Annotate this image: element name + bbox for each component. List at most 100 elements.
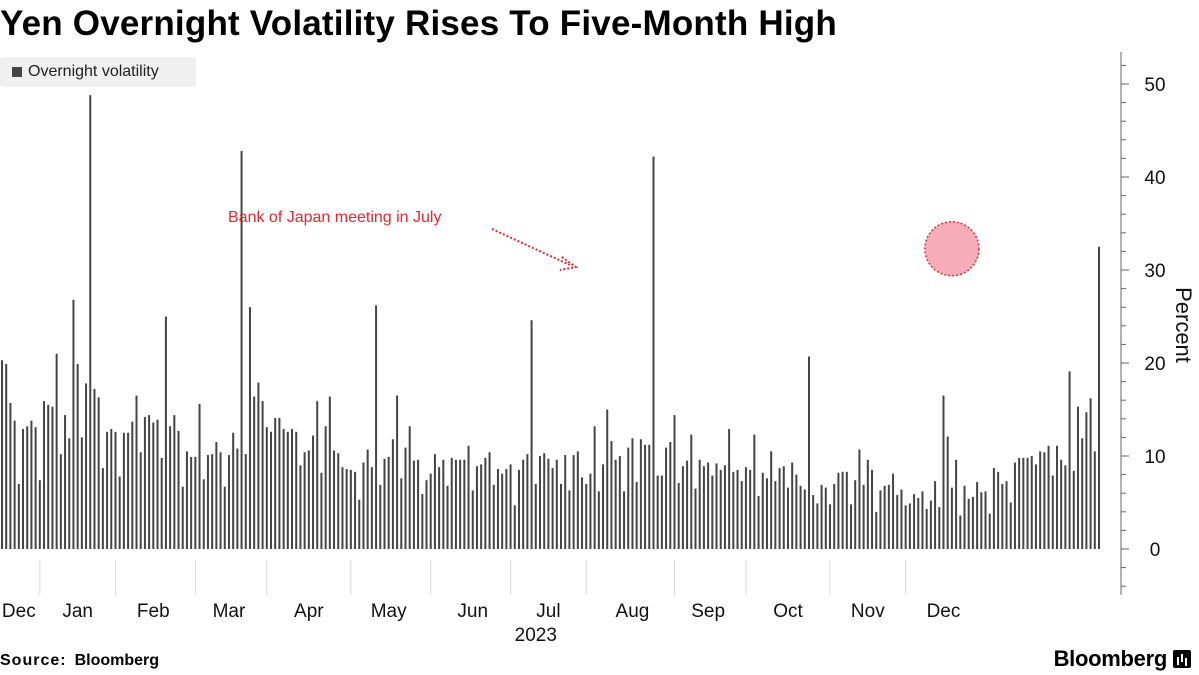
bar (850, 504, 853, 549)
bar (967, 498, 970, 549)
bar (959, 515, 962, 549)
bar (278, 417, 281, 549)
bar (602, 464, 605, 549)
bar (694, 488, 697, 549)
bar (812, 495, 815, 549)
bar (732, 471, 735, 549)
bar (59, 454, 62, 549)
bar (547, 458, 550, 549)
bar (253, 396, 256, 549)
bar (496, 469, 499, 549)
bar (572, 455, 575, 549)
bar (303, 452, 306, 549)
y-axis-label: Percent (1171, 287, 1196, 363)
bar (526, 454, 529, 549)
bar (522, 459, 525, 549)
bar (723, 465, 726, 549)
y-tick-label: 0 (1150, 540, 1161, 561)
bar (425, 480, 428, 549)
bar (585, 483, 588, 549)
bar (450, 457, 453, 549)
bar (337, 453, 340, 549)
bar (358, 499, 361, 549)
bar (610, 441, 613, 549)
bar (627, 447, 630, 549)
bar (921, 491, 924, 549)
bar (656, 475, 659, 549)
bar (803, 489, 806, 549)
bar (719, 469, 722, 549)
bar (715, 463, 718, 549)
bar (938, 507, 941, 549)
bar (686, 460, 689, 549)
bar (190, 456, 193, 549)
annotation-text: Bank of Japan meeting in July (228, 209, 441, 226)
x-tick-label: May (371, 601, 407, 622)
bar (1068, 371, 1071, 549)
bar (1005, 481, 1008, 549)
bar (261, 401, 264, 549)
x-tick-label: Dec (2, 601, 36, 622)
bar (1076, 406, 1079, 549)
bar (904, 505, 907, 549)
bar (1001, 483, 1004, 549)
bar (505, 469, 508, 549)
bar (328, 396, 331, 549)
bar (757, 495, 760, 549)
bar (110, 429, 113, 549)
bar (55, 353, 58, 549)
bar (47, 404, 50, 549)
brand-text: Bloomberg (1053, 646, 1168, 671)
bar (227, 455, 230, 549)
highlight-circle (924, 221, 980, 277)
x-tick-label: Jun (457, 601, 488, 622)
bar (101, 468, 104, 549)
bar (307, 450, 310, 549)
bar (744, 467, 747, 549)
bar (1064, 465, 1067, 549)
bar (711, 475, 714, 549)
bar (1089, 398, 1092, 549)
bar (988, 513, 991, 549)
x-tick-label: Aug (616, 601, 650, 622)
bar (484, 457, 487, 549)
bar (13, 420, 16, 549)
bar (753, 434, 756, 549)
bar (333, 450, 336, 549)
bar (299, 465, 302, 549)
bar (30, 420, 33, 549)
bar (85, 383, 88, 549)
bar (467, 445, 470, 549)
bar (152, 422, 155, 549)
bar (740, 481, 743, 549)
bar (471, 490, 474, 549)
bar (795, 474, 798, 549)
source-note: Source: Bloomberg (0, 652, 159, 670)
bar (442, 459, 445, 549)
x-tick-label: Feb (137, 601, 170, 622)
bar (791, 462, 794, 549)
bar (761, 472, 764, 549)
bar (606, 409, 609, 549)
bar (698, 459, 701, 549)
bar (816, 503, 819, 549)
bar (421, 494, 424, 549)
bar (774, 481, 777, 549)
bar (215, 442, 218, 549)
bar (1085, 412, 1088, 549)
bar (316, 401, 319, 549)
bar (362, 462, 365, 549)
bar (807, 356, 810, 549)
bar (1093, 451, 1096, 549)
bar (232, 432, 235, 549)
bar (312, 435, 315, 549)
bar (618, 456, 621, 549)
bar (665, 447, 668, 549)
bar (265, 427, 268, 549)
bar (488, 452, 491, 549)
bar (160, 457, 163, 549)
x-axis: Dec Jan Feb Mar Apr May Jun Jul Aug Sep Oct Nov Dec 2… (2, 560, 960, 646)
source-value: Bloomberg (74, 652, 160, 669)
bar (156, 419, 159, 549)
bar (194, 456, 197, 549)
